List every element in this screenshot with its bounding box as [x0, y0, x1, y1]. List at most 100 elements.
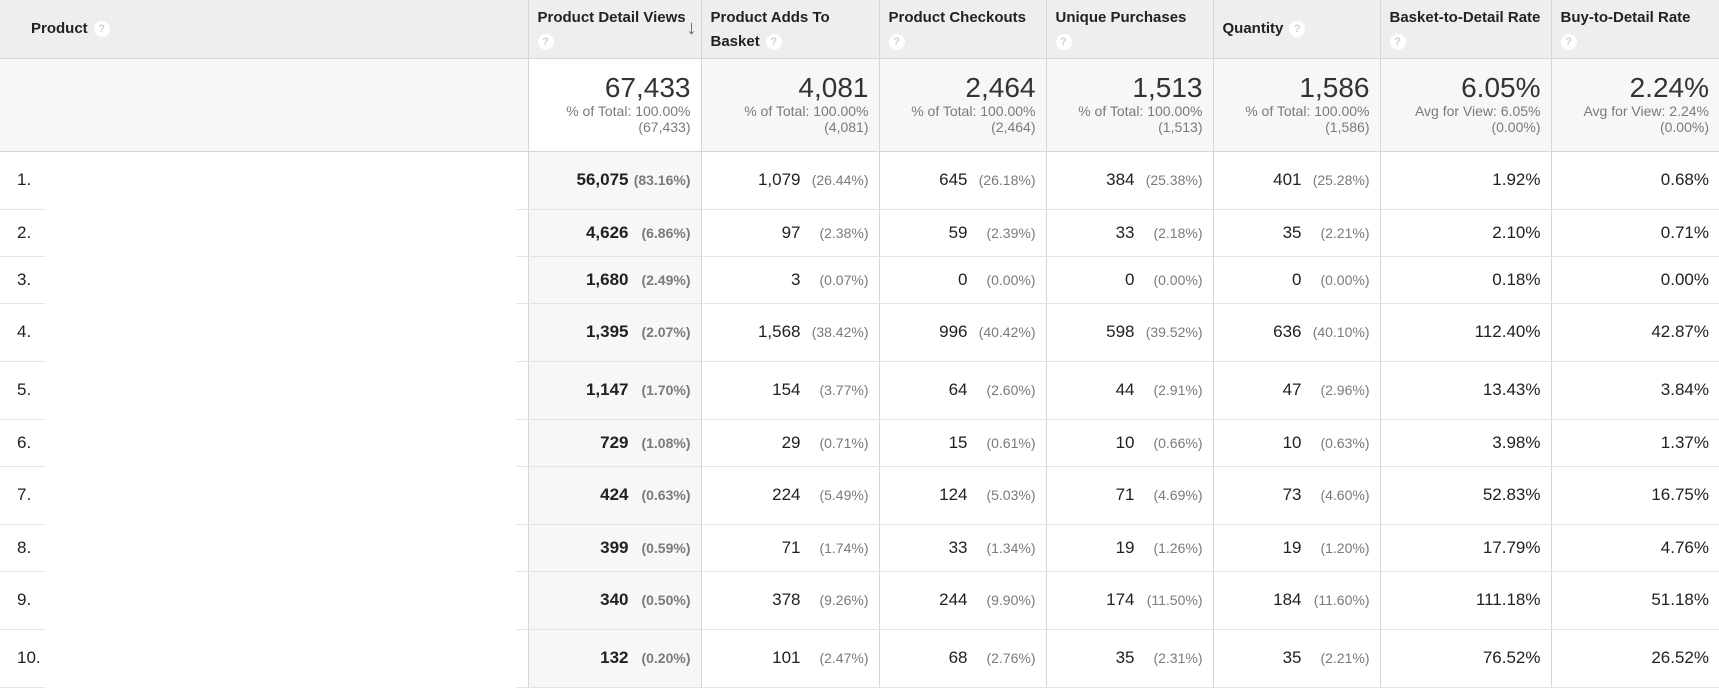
table-row[interactable]: 9. 340 (0.50%) 378 (9.26%) 244 (9.90%) 174 (11.5… [0, 571, 1719, 630]
row-divider [0, 209, 45, 210]
total-percent: % of Total: 100.00% [744, 102, 869, 119]
totals-basket-to-detail-rate: 6.05% Avg for View: 6.05% (0.00%) [1379, 58, 1551, 152]
column-header-basket-to-detail-rate[interactable]: Basket-to-Detail Rate ? [1379, 0, 1551, 59]
row-divider [515, 209, 528, 210]
column-header-buy-to-detail-rate[interactable]: Buy-to-Detail Rate ? [1550, 0, 1719, 59]
metric-value: 101 [772, 648, 801, 667]
metric-percent: (0.63%) [1320, 434, 1370, 451]
help-icon[interactable]: ? [1389, 34, 1406, 51]
unique-purchases-cell: 35 (2.31%) [1045, 629, 1213, 688]
column-header-product-adds-to-basket[interactable]: Product Adds To Basket? [700, 0, 879, 59]
metric-value: 29 [781, 432, 801, 452]
table-row[interactable]: 3. 1,680 (2.49%) 3 (0.07%) 0 (0.00%) 0 (0.00%) 0 (… [0, 256, 1719, 304]
total-absolute: (1,513) [1158, 118, 1203, 135]
table-row[interactable]: 1. 56,075 (83.16%) 1,079 (26.44%) 645 (26.18%)… [0, 151, 1719, 210]
column-header-label: Product Detail Views [537, 9, 686, 26]
basket-to-detail-rate-cell: 13.43% [1379, 361, 1551, 420]
metric-percent: (3.77%) [819, 382, 869, 398]
metric-percent: (6.86%) [641, 224, 691, 241]
metric-value: 244 [939, 590, 968, 609]
product-adds-cell: 224 (5.49%) [700, 466, 879, 525]
row-index: 9. [17, 590, 32, 609]
metric-value: 64 [948, 380, 968, 399]
column-header-product[interactable]: Product? [0, 0, 528, 59]
row-index-cell: 8. [0, 524, 528, 572]
basket-to-detail-rate-cell: 2.10% [1379, 209, 1551, 257]
column-header-product-checkouts[interactable]: Product Checkouts ? [878, 0, 1046, 59]
column-header-label: Product [31, 19, 88, 37]
table-row[interactable]: 4. 1,395 (2.07%) 1,568 (38.42%) 996 (40.42%) 59… [0, 303, 1719, 362]
metric-percent: (0.00%) [1153, 271, 1203, 288]
metric-value: 1,147 [585, 380, 629, 399]
row-index: 10. [17, 648, 41, 667]
metric-value: 1.92% [1492, 170, 1541, 189]
row-divider [515, 571, 528, 572]
metric-value: 378 [772, 590, 801, 609]
metric-value: 729 [600, 432, 629, 452]
column-header-quantity[interactable]: Quantity? [1212, 0, 1380, 59]
buy-to-detail-rate-cell: 0.00% [1550, 256, 1719, 304]
metric-percent: (2.47%) [819, 650, 869, 666]
metric-value: 174 [1106, 590, 1135, 609]
sort-descending-arrow-icon[interactable]: ↓ [686, 17, 697, 39]
unique-purchases-cell: 19 (1.26%) [1045, 524, 1213, 572]
quantity-cell: 401 (25.28%) [1212, 151, 1380, 210]
totals-product-detail-views: 67,433 % of Total: 100.00% (67,433) [527, 58, 701, 152]
basket-to-detail-rate-cell: 1.92% [1379, 151, 1551, 210]
table-row[interactable]: 2. 4,626 (6.86%) 97 (2.38%) 59 (2.39%) 33 (2.18%… [0, 209, 1719, 257]
totals-quantity: 1,586 % of Total: 100.00% (1,586) [1212, 58, 1380, 152]
table-row[interactable]: 7. 424 (0.63%) 224 (5.49%) 124 (5.03%) 71 (4.69%… [0, 466, 1719, 525]
column-header-unique-purchases[interactable]: Unique Purchases ? [1045, 0, 1213, 59]
metric-value: 0 [958, 269, 968, 289]
buy-to-detail-rate-cell: 1.37% [1550, 419, 1719, 467]
product-detail-views-cell: 399 (0.59%) [527, 524, 701, 572]
total-value: 1,513 [1132, 71, 1203, 103]
product-detail-views-cell: 340 (0.50%) [527, 571, 701, 630]
metric-percent: (2.31%) [1153, 650, 1203, 666]
product-adds-cell: 97 (2.38%) [700, 209, 879, 257]
help-icon[interactable]: ? [1055, 34, 1072, 51]
metric-value: 51.18% [1651, 590, 1709, 609]
row-divider [515, 419, 528, 420]
row-index: 3. [17, 269, 32, 289]
metric-value: 399 [600, 537, 629, 557]
metric-value: 71 [1115, 485, 1135, 504]
metric-value: 4.76% [1660, 537, 1709, 557]
total-value: 67,433 [604, 71, 691, 103]
metric-value: 0.71% [1660, 222, 1709, 242]
row-index: 8. [17, 537, 32, 557]
row-divider [0, 524, 45, 525]
table-row[interactable]: 10. 132 (0.20%) 101 (2.47%) 68 (2.76%) 35 (2.31%… [0, 629, 1719, 688]
help-icon[interactable]: ? [93, 20, 110, 37]
row-index-cell: 2. [0, 209, 528, 257]
table-row[interactable]: 8. 399 (0.59%) 71 (1.74%) 33 (1.34%) 19 (1.26%) 1… [0, 524, 1719, 572]
column-header-product-detail-views[interactable]: Product Detail Views ? ↓ [527, 0, 701, 59]
column-header-label: Product Checkouts [888, 9, 1027, 26]
metric-percent: (83.16%) [633, 172, 691, 188]
metric-value: 59 [948, 222, 968, 242]
help-icon[interactable]: ? [1560, 34, 1577, 51]
product-checkouts-cell: 15 (0.61%) [878, 419, 1046, 467]
metric-percent: (2.38%) [819, 224, 869, 241]
product-detail-views-cell: 56,075 (83.16%) [527, 151, 701, 210]
help-icon[interactable]: ? [765, 34, 782, 51]
table-row[interactable]: 5. 1,147 (1.70%) 154 (3.77%) 64 (2.60%) 44 (2.91… [0, 361, 1719, 420]
product-adds-cell: 1,568 (38.42%) [700, 303, 879, 362]
metric-percent: (11.50%) [1146, 592, 1203, 608]
product-adds-cell: 378 (9.26%) [700, 571, 879, 630]
help-icon[interactable]: ? [1289, 20, 1306, 37]
total-percent: % of Total: 100.00% [566, 102, 691, 119]
metric-percent: (38.42%) [811, 324, 869, 340]
help-icon[interactable]: ? [537, 34, 554, 51]
total-absolute: (4,081) [824, 118, 869, 135]
table-row[interactable]: 6. 729 (1.08%) 29 (0.71%) 15 (0.61%) 10 (0.66%) 1… [0, 419, 1719, 467]
total-value: 1,586 [1299, 71, 1370, 103]
quantity-cell: 184 (11.60%) [1212, 571, 1380, 630]
metric-value: 112.40% [1474, 322, 1541, 341]
row-divider [0, 303, 45, 304]
basket-to-detail-rate-cell: 112.40% [1379, 303, 1551, 362]
row-divider [515, 687, 528, 688]
buy-to-detail-rate-cell: 0.71% [1550, 209, 1719, 257]
help-icon[interactable]: ? [888, 34, 905, 51]
row-divider [515, 361, 528, 362]
